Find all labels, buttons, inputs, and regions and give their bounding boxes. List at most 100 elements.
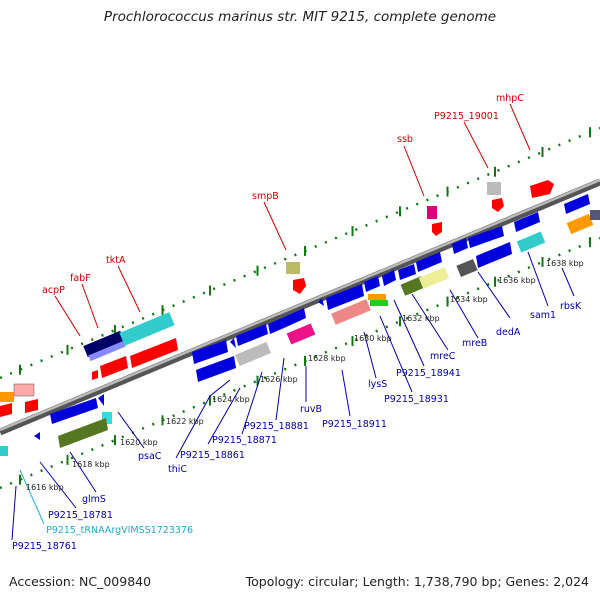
feature-box: [234, 341, 272, 367]
feature-arrow: [230, 338, 236, 348]
feature-arrow: [468, 226, 504, 248]
gene-label-acpP: acpP: [42, 285, 65, 296]
leader-line: [19, 469, 45, 525]
feature-arrow: [492, 198, 504, 212]
feature-arrow: [293, 278, 306, 294]
feature-arrow: [476, 242, 512, 268]
feature-box: [516, 231, 546, 253]
feature-box: [418, 267, 450, 289]
kbp-label: 1622 kbp: [166, 417, 204, 426]
gene-label: mreC: [430, 351, 456, 362]
leader-line: [363, 331, 377, 379]
gene-label: P9215_18781: [48, 510, 113, 521]
kbp-label: 1626 kbp: [260, 375, 298, 384]
feature-arrow: [236, 324, 268, 346]
feature-arrow: [364, 276, 380, 292]
feature-arrow: [514, 212, 540, 232]
leader-line: [263, 201, 287, 251]
feature-arrow: [326, 284, 364, 310]
kbp-label: 1630 kbp: [354, 334, 392, 343]
feature-box: [286, 262, 300, 274]
gene-label-fabF: fabF: [70, 273, 91, 284]
topology-text: Topology: circular; Length: 1,738,790 bp…: [245, 574, 589, 589]
leader-line: [527, 251, 549, 307]
leader-line: [175, 379, 231, 459]
map-title: Prochlorococcus marinus str. MIT 9215, c…: [103, 9, 497, 25]
feature-arrow: [98, 394, 104, 406]
kbp-label: 1634 kbp: [450, 295, 488, 304]
major-ticks: [19, 127, 591, 485]
leader-line: [69, 451, 97, 493]
kbp-label: 1638 kbp: [546, 259, 584, 268]
forward-features: [0, 180, 554, 417]
leader-line: [81, 283, 99, 329]
kbp-label: 1636 kbp: [498, 276, 536, 285]
leader-line: [117, 265, 141, 313]
feature-arrow: [196, 356, 236, 382]
kbp-label: 1620 kbp: [120, 438, 158, 447]
feature-arrow: [58, 418, 108, 448]
feature-arrow: [192, 340, 228, 364]
leader-line: [39, 461, 77, 509]
feature-box: [368, 294, 386, 300]
leader-line: [275, 357, 285, 421]
feature-box: [88, 340, 126, 362]
gene-label: ruvB: [300, 404, 322, 415]
feature-arrow: [398, 264, 416, 280]
feature-arrow: [416, 252, 442, 272]
reverse-features: [0, 194, 600, 456]
gene-label: psaC: [138, 451, 162, 462]
kbp-label: 1632 kbp: [402, 314, 440, 323]
kbp-labels: 1616 kbp 1618 kbp 1620 kbp 1622 kbp 1624…: [26, 259, 584, 492]
backbone-line: [0, 178, 600, 436]
feature-box: [13, 383, 35, 397]
feature-box: [0, 392, 14, 402]
gene-label-P9215-19001: P9215_19001: [434, 111, 499, 122]
leader-line: [411, 293, 449, 351]
accession-text: Accession: NC_009840: [9, 574, 152, 589]
feature-arrow: [50, 398, 98, 424]
feature-arrow: [432, 222, 442, 236]
feature-box: [331, 299, 371, 325]
gene-label: P9215_18761: [12, 541, 77, 552]
leader-line: [449, 289, 479, 339]
feature-box: [370, 300, 388, 306]
feature-box: [0, 446, 8, 456]
feature-arrow: [268, 318, 284, 334]
feature-box: [590, 210, 600, 220]
leader-line: [117, 411, 145, 449]
gene-label: sam1: [530, 310, 556, 321]
feature-box: [400, 276, 426, 296]
feature-arrow: [92, 370, 98, 380]
feature-box: [456, 259, 478, 277]
reverse-gene-labels: P9215_18761 P9215_18781 glmS psaC thiC P…: [12, 301, 582, 552]
leader-line: [393, 299, 425, 367]
gene-label-tktA: tktA: [106, 255, 126, 266]
leader-line: [54, 295, 81, 337]
leader-line: [341, 369, 351, 417]
kbp-label: 1616 kbp: [26, 483, 64, 492]
gene-label: rbsK: [560, 301, 582, 312]
gene-label: P9215_18931: [384, 394, 449, 405]
feature-arrow: [34, 432, 40, 440]
gene-label-mhpC: mhpC: [496, 93, 524, 104]
feature-arrow: [0, 403, 12, 417]
feature-arrow: [564, 194, 590, 214]
leader-line: [403, 145, 425, 197]
feature-box: [119, 312, 175, 346]
gene-label: P9215_18911: [322, 419, 387, 430]
leader-line: [11, 485, 17, 541]
feature-arrow: [282, 308, 306, 328]
gene-label: glmS: [82, 494, 106, 505]
gene-label: lysS: [368, 379, 387, 390]
kbp-label: 1624 kbp: [212, 395, 250, 404]
feature-arrow: [382, 270, 396, 286]
reverse-leaders: [11, 251, 575, 541]
feature-box: [566, 213, 594, 235]
feature-arrow: [318, 298, 324, 306]
gene-label-smpB: smpB: [252, 191, 279, 202]
feature-box: [427, 206, 437, 219]
leader-line: [477, 271, 511, 319]
feature-box: [83, 330, 125, 358]
